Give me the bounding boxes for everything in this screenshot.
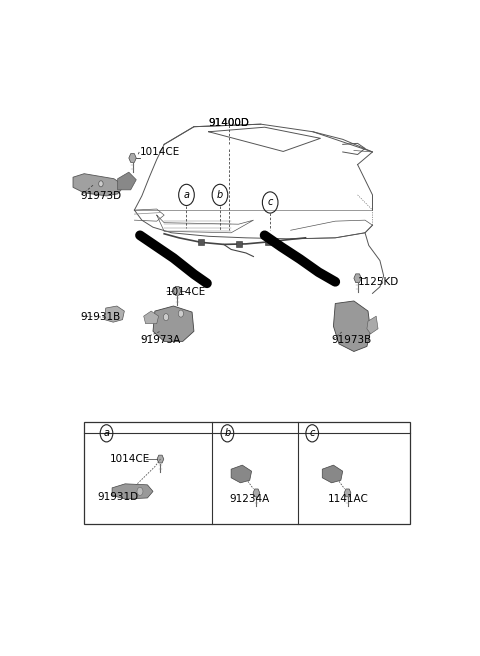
- Text: 1014CE: 1014CE: [110, 454, 150, 464]
- Polygon shape: [253, 489, 260, 497]
- Circle shape: [137, 487, 143, 495]
- Polygon shape: [344, 489, 351, 497]
- Polygon shape: [231, 465, 252, 483]
- Polygon shape: [112, 484, 153, 499]
- Bar: [84, 422, 410, 524]
- Text: c: c: [310, 428, 315, 438]
- Text: b: b: [224, 428, 230, 438]
- Polygon shape: [354, 274, 361, 283]
- Text: 91973B: 91973B: [332, 335, 372, 345]
- Polygon shape: [157, 455, 164, 463]
- Polygon shape: [129, 154, 136, 163]
- Polygon shape: [73, 174, 124, 196]
- Circle shape: [99, 181, 103, 187]
- Polygon shape: [173, 287, 181, 295]
- Text: 1014CE: 1014CE: [140, 147, 180, 157]
- Text: 91400D: 91400D: [209, 118, 250, 128]
- Text: 91234A: 91234A: [229, 494, 270, 504]
- Circle shape: [178, 310, 183, 317]
- Bar: [236, 241, 241, 247]
- Bar: [198, 239, 204, 245]
- Text: 91400D: 91400D: [209, 118, 250, 128]
- Text: a: a: [104, 428, 109, 438]
- Circle shape: [163, 314, 168, 321]
- Text: a: a: [183, 190, 190, 200]
- Bar: [265, 239, 271, 245]
- Text: 91931D: 91931D: [97, 492, 138, 502]
- Polygon shape: [118, 172, 136, 190]
- Polygon shape: [334, 301, 371, 352]
- Polygon shape: [105, 306, 124, 322]
- Text: 91973D: 91973D: [81, 191, 121, 201]
- Text: 91931B: 91931B: [81, 312, 120, 322]
- Text: 91973A: 91973A: [140, 335, 180, 345]
- Text: b: b: [217, 190, 223, 200]
- Text: 1014CE: 1014CE: [166, 287, 206, 297]
- Text: 1125KD: 1125KD: [358, 277, 399, 287]
- Text: 1141AC: 1141AC: [328, 494, 369, 504]
- Polygon shape: [153, 306, 194, 341]
- Polygon shape: [322, 465, 343, 483]
- Polygon shape: [144, 311, 158, 323]
- Text: c: c: [267, 197, 273, 207]
- Polygon shape: [367, 316, 378, 334]
